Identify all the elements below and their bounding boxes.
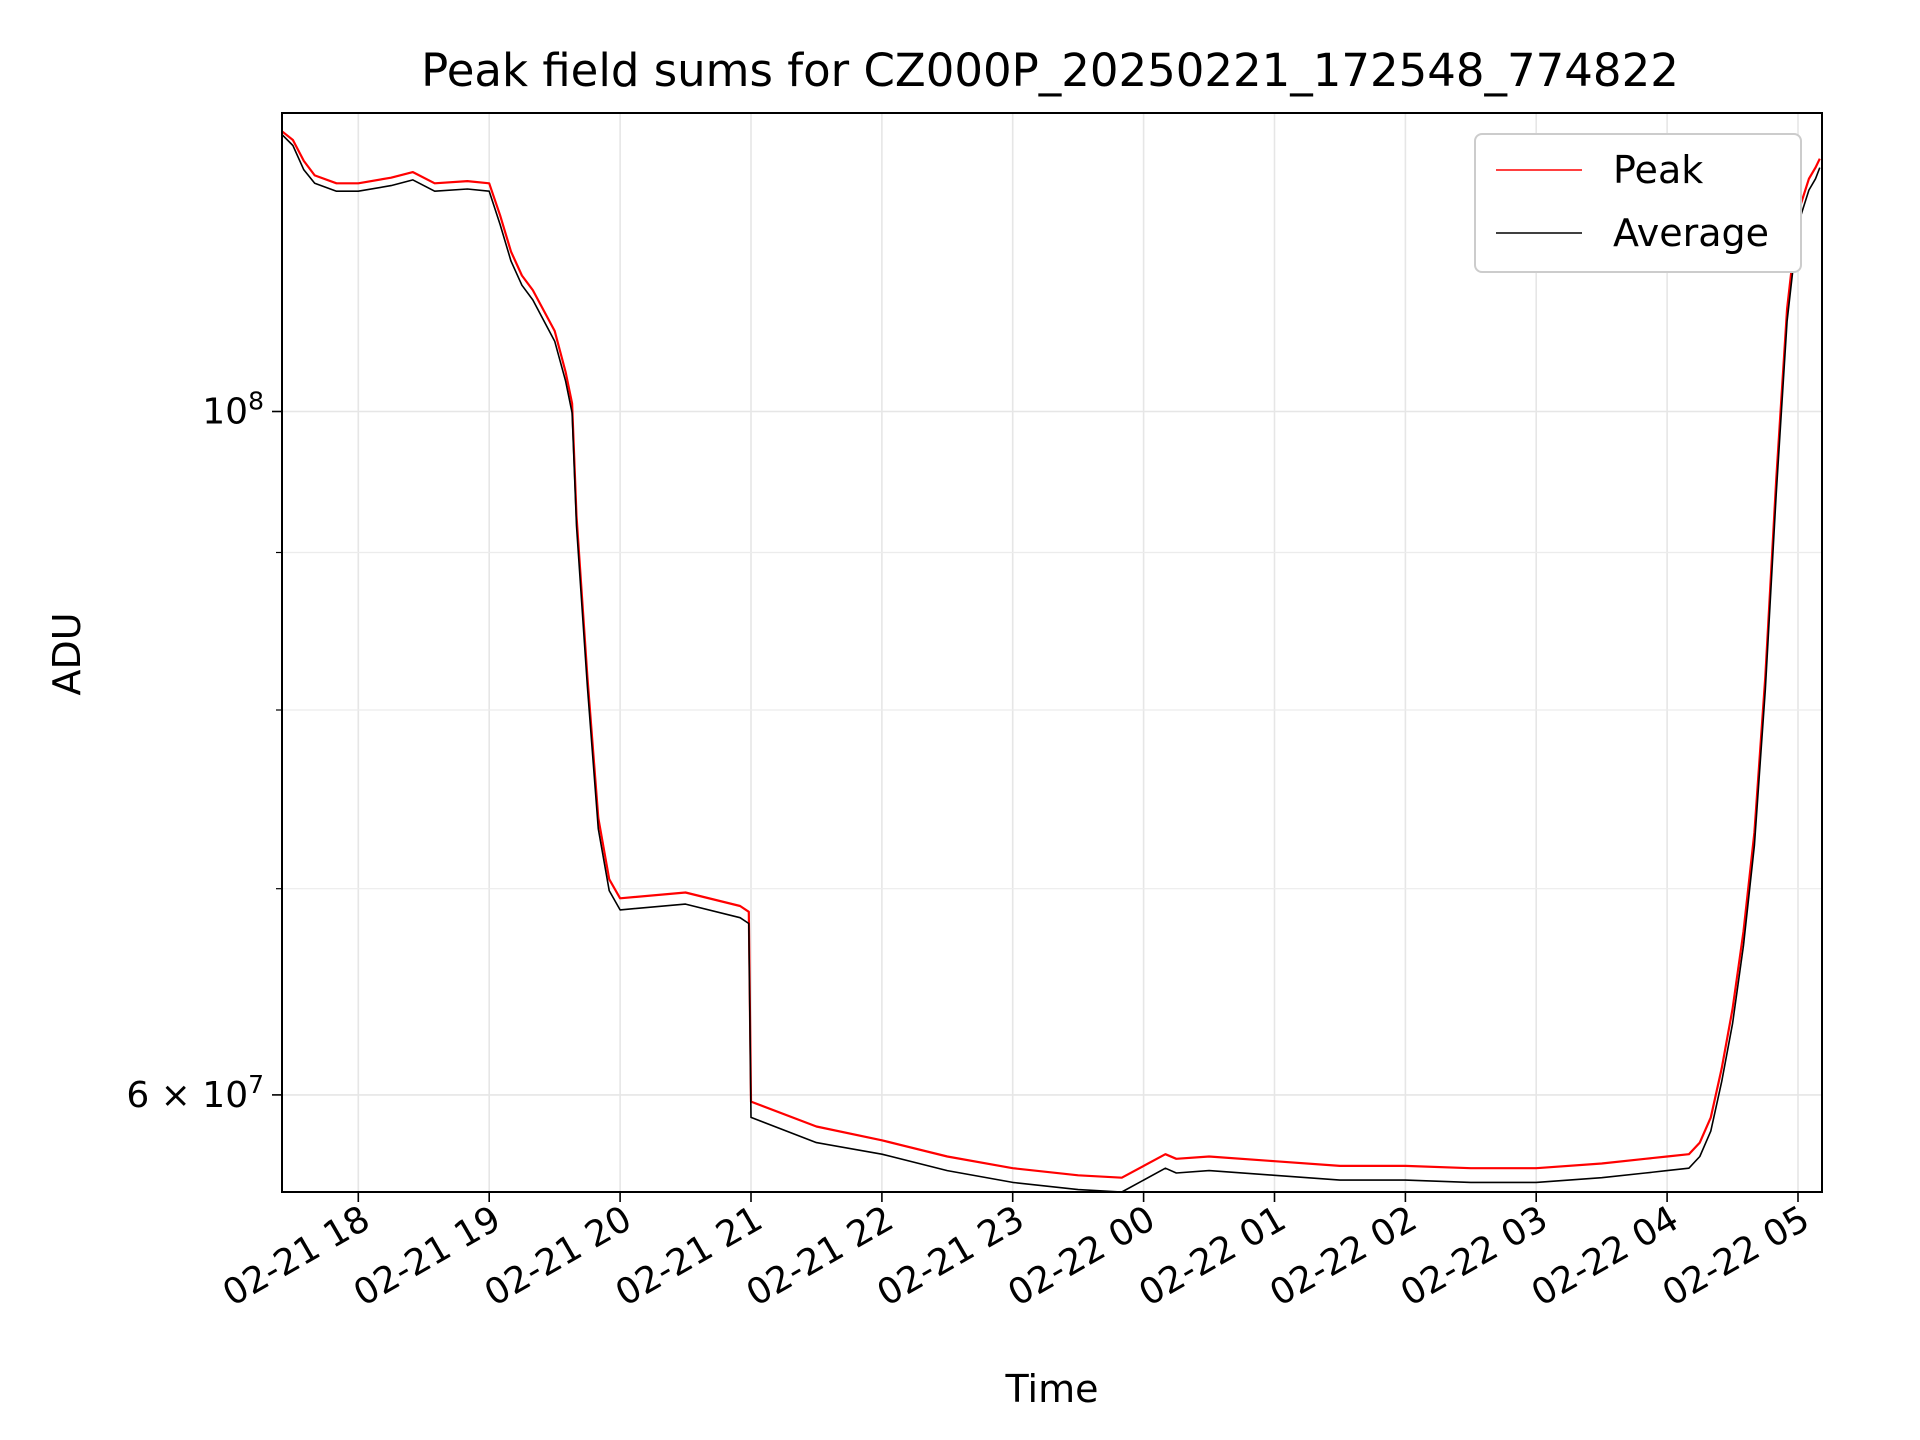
chart-title: Peak field sums for CZ000P_20250221_1725…: [421, 44, 1679, 97]
plot-series: [281, 130, 1821, 1193]
legend-average-label: Average: [1613, 211, 1769, 255]
y-axis: 6 × 107 108: [126, 386, 282, 1116]
grid: [282, 113, 1822, 1192]
legend-peak-label: Peak: [1613, 148, 1703, 192]
x-axis-label: Time: [1005, 1367, 1099, 1411]
legend: Peak Average: [1474, 133, 1802, 273]
y-axis-label: ADU: [45, 612, 89, 695]
y-tick-label: 108: [202, 386, 264, 433]
series-line-peak: [281, 130, 1821, 1179]
plot-frame: [281, 112, 1823, 1193]
legend-box: [1474, 133, 1802, 273]
series-line-average: [281, 134, 1821, 1193]
y-tick-label: 6 × 107: [126, 1069, 264, 1116]
